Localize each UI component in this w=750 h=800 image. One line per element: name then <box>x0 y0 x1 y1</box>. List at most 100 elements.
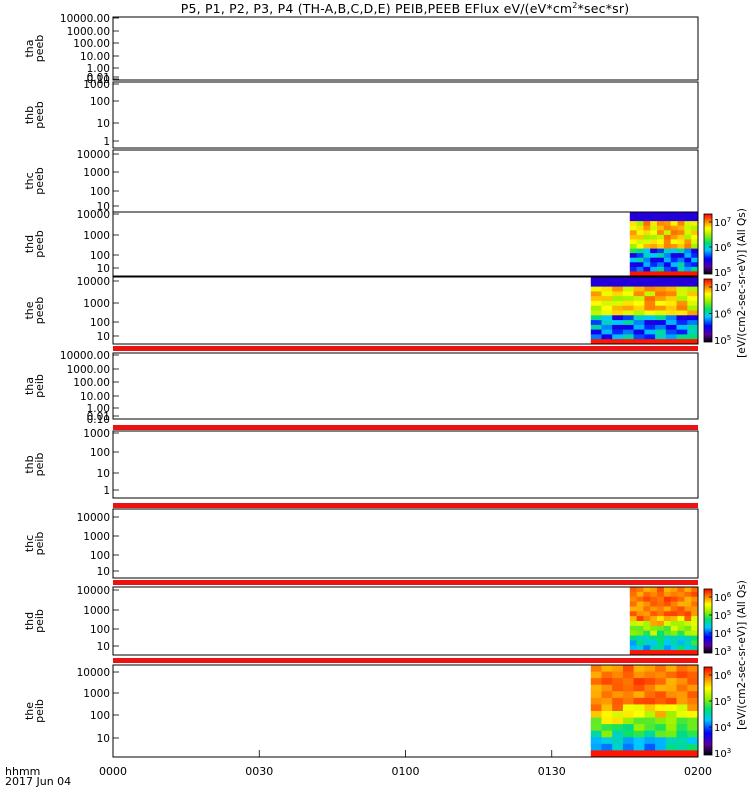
spectrogram-cell <box>636 630 644 637</box>
spectrogram-cell <box>601 724 613 732</box>
spectrogram-cell <box>643 234 651 240</box>
spectrogram-cell <box>622 315 635 321</box>
spectrogram-cell <box>590 678 602 686</box>
spectrogram-cell <box>655 697 667 705</box>
spectrogram-cell <box>676 315 688 321</box>
spectrogram-cell <box>650 606 658 612</box>
spectrogram-cell <box>655 324 667 331</box>
spectrogram-cell <box>663 591 672 598</box>
spectrogram-cell <box>601 277 613 283</box>
spectrogram-cell <box>684 640 692 646</box>
spectrogram-cell <box>670 591 678 598</box>
colorbar-tick-label: 105 <box>714 695 731 708</box>
spectrogram-cell <box>636 253 644 259</box>
spectrogram-cell <box>663 253 672 259</box>
spectrogram-cell <box>650 635 658 641</box>
spectrogram-cell <box>657 596 665 603</box>
spectrogram-cell <box>677 630 685 637</box>
spectrogram-cell <box>636 244 644 250</box>
panel-frame <box>112 586 699 656</box>
spectrogram-cell <box>665 750 677 758</box>
spectrogram-cell <box>691 216 699 222</box>
spectrogram-cell <box>612 329 624 335</box>
spectrogram-cell <box>590 281 602 288</box>
spectrogram-cell <box>601 737 613 745</box>
spectrogram-cell <box>644 684 656 692</box>
spectrogram-cell <box>691 640 699 646</box>
panel-ylabel: thbpeib <box>23 453 46 477</box>
spectrogram-cell <box>644 291 656 297</box>
spectrogram-cell <box>622 730 635 738</box>
spectrogram-cell <box>670 257 678 263</box>
spectrogram-cell <box>670 596 678 603</box>
spectrogram-cell <box>590 684 602 692</box>
xaxis-label-hhmm: hhmm <box>5 765 41 778</box>
spectrogram-cell <box>622 339 635 345</box>
xtick-label: 0100 <box>392 765 420 778</box>
spectrogram-cell <box>633 704 645 712</box>
spectrogram-cell <box>663 230 672 236</box>
spectrogram-cell <box>655 730 667 738</box>
panel-thc_peib: 10000 1000 100 10 thcpeib <box>23 508 699 579</box>
spectrogram-cell <box>655 750 667 758</box>
spectrogram-cell <box>670 225 678 231</box>
spectrogram-cell <box>687 684 699 692</box>
colorbar-tick-label: 104 <box>714 627 732 640</box>
spectrogram-cell <box>601 704 613 712</box>
spectrogram-cell <box>687 691 699 699</box>
spectrogram-cell <box>636 640 644 646</box>
spectrogram-cell <box>643 257 651 263</box>
ytick-label: 100 <box>90 447 110 459</box>
spectrogram-cell <box>677 221 685 227</box>
spectrogram-cell <box>691 234 699 240</box>
spectrogram-cell <box>633 296 645 302</box>
spectrogram-cell <box>633 305 645 311</box>
spectrogram-cell <box>601 281 613 288</box>
spectrogram-cell <box>676 691 688 699</box>
spectrogram-cell <box>657 244 665 250</box>
spectrogram-cell <box>677 257 685 263</box>
spectrogram-cell <box>655 300 667 307</box>
spectrogram-cell <box>687 711 699 719</box>
spectrogram-cell <box>644 691 656 699</box>
spectrogram-cell <box>590 750 602 758</box>
spectrogram-cell <box>601 730 613 738</box>
spectrogram-cell <box>629 248 638 254</box>
spectrogram-cell <box>684 621 692 627</box>
spectrogram-cell <box>670 212 678 218</box>
spectrogram-cell <box>612 310 624 316</box>
spectrogram-cell <box>622 684 635 692</box>
spectrogram-cell <box>677 230 685 236</box>
spectrogram-cell <box>657 212 665 218</box>
spectrogram-cell <box>657 630 665 637</box>
spectrogram-cell <box>650 587 658 593</box>
spectrogram-cell <box>650 625 658 632</box>
xtick-label: 0130 <box>538 765 566 778</box>
spectrogram-cell <box>657 611 665 617</box>
spectrogram-cell <box>643 244 651 250</box>
spectrogram-cell <box>601 711 613 719</box>
panel-frame <box>112 211 699 277</box>
spectrogram-cell <box>657 257 665 263</box>
spectrogram-cell <box>612 286 624 292</box>
colorbar-title-peib: [eV/(cm2-sec-sr-eV)] (All Qs) <box>736 580 748 730</box>
spectrogram-cell <box>629 216 638 222</box>
spectrogram-cell <box>663 221 672 227</box>
panel-ylabel: thcpeeb <box>23 167 46 195</box>
red-band <box>113 503 698 508</box>
spectrogram-cell <box>612 334 624 340</box>
spectrogram-cell <box>687 286 699 292</box>
spectrogram-cell <box>590 296 602 302</box>
spectrogram-cell <box>644 329 656 335</box>
spectrogram-cell <box>650 244 658 250</box>
spectrogram-cell <box>687 281 699 288</box>
spectrogram-cell <box>601 296 613 302</box>
spectrogram-cell <box>644 320 656 326</box>
colorbar-tick-label: 106 <box>714 591 732 604</box>
spectrogram-cell <box>657 225 665 231</box>
spectrogram-cell <box>633 324 645 331</box>
spectrogram-cell <box>684 239 692 245</box>
ytick-label: 10 <box>97 468 110 480</box>
spectrogram-cell <box>684 271 692 277</box>
spectrogram-cell <box>590 724 602 732</box>
